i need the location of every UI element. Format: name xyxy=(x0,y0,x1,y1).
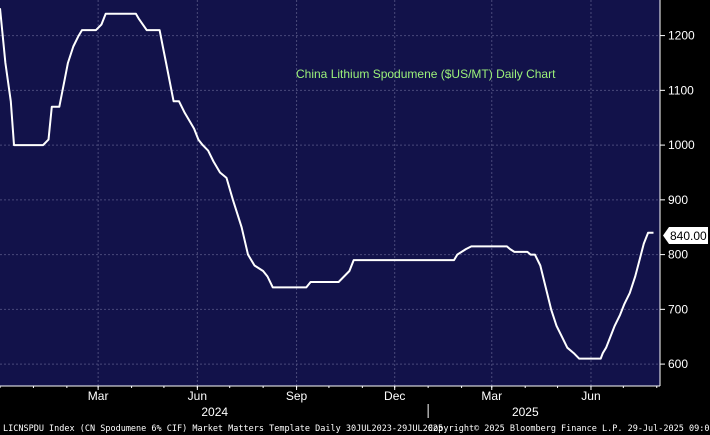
footer-left: LICNSPDU Index (CN Spodumene 6% CIF) Mar… xyxy=(3,424,443,434)
y-axis: 600 700 800 900 1000 1100 1200 xyxy=(659,0,695,386)
y-tick-label: 800 xyxy=(668,248,688,262)
y-tick-label: 1000 xyxy=(668,138,695,152)
y-tick-label: 1100 xyxy=(668,83,694,97)
y-tick-label: 700 xyxy=(668,302,688,316)
last-value-box xyxy=(663,227,708,244)
plot-background xyxy=(0,0,660,386)
y-tick-label: 600 xyxy=(668,357,688,371)
last-value-label: 840.00 xyxy=(663,227,708,244)
x-tick-label: Jun xyxy=(188,389,207,403)
footer-right: Copyright© 2025 Bloomberg Finance L.P. 2… xyxy=(428,424,710,434)
x-tick-label: Dec xyxy=(384,389,405,403)
y-tick-label: 1200 xyxy=(668,29,695,43)
x-tick-label: Mar xyxy=(88,389,109,403)
chart-title: China Lithium Spodumene ($US/MT) Daily C… xyxy=(296,67,556,81)
series-layer xyxy=(0,8,654,360)
gridlines xyxy=(0,0,660,386)
series-line xyxy=(0,8,654,360)
y-tick-label: 900 xyxy=(668,193,688,207)
last-value-text: 840.00 xyxy=(670,229,707,243)
year-label: 2025 xyxy=(512,405,539,419)
x-tick-label: Sep xyxy=(286,389,308,403)
x-axis: Mar Jun Sep Dec Mar Jun 2024 2025 xyxy=(0,385,660,419)
x-tick-label: Jun xyxy=(581,389,600,403)
year-label: 2024 xyxy=(201,405,228,419)
x-tick-label: Mar xyxy=(481,389,502,403)
